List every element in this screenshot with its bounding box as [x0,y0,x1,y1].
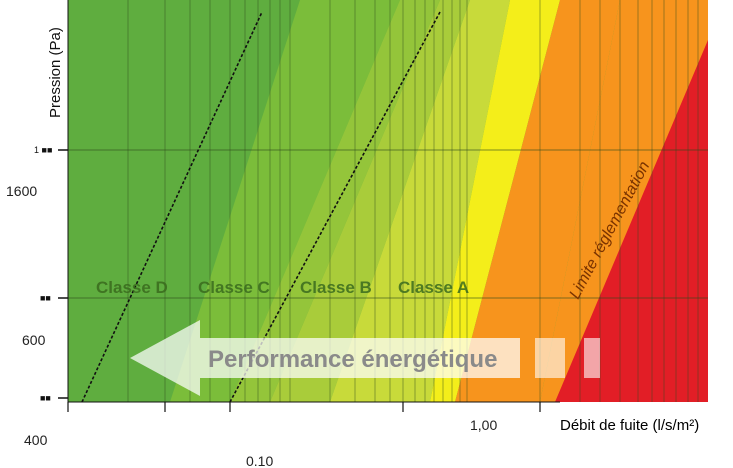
horizontal-gridlines [68,149,708,299]
class-label-b: Classe B [300,278,372,297]
class-label-c: Classe C [198,278,270,297]
class-boundary-b [229,11,441,403]
zone-classe-b-left [230,0,440,402]
x-tick-label-1: 1,00 [470,417,497,433]
y-axis: Pression (Pa) 1 ■■ ■■ ■■ 1600 600 400 [6,0,69,448]
y-tick-glyph-1: 1 ■■ [34,145,52,155]
arrow-label: Performance énergétique [208,346,497,373]
zone-orange [455,0,620,402]
class-boundary-d [81,11,263,403]
zone-red [555,40,708,402]
arrow-tail-block-2 [584,338,600,378]
vertical-gridlines [127,0,699,402]
y-tick-glyph-3: ■■ [40,393,51,403]
y-tick-label-400: 400 [24,432,48,448]
zone-classe-c [170,0,400,402]
x-axis-label: Débit de fuite (l/s/m²) [560,417,699,434]
performance-arrow: Performance énergétique [130,320,600,396]
plot-area: Classe D Classe C Classe B Classe A Limi… [68,0,708,403]
class-label-d: Classe D [96,278,168,297]
zone-yellow [430,0,560,402]
y-tick-glyph-2: ■■ [40,293,51,303]
class-label-a: Classe A [398,278,469,297]
y-axis-label: Pression (Pa) [47,27,64,118]
zone-classe-b [270,0,470,402]
arrow-tail-block-1 [535,338,565,378]
x-axis: 1,00 0.10 Débit de fuite (l/s/m²) [67,401,699,468]
x-tick-label-0-10: 0.10 [246,453,273,468]
y-tick-label-1600: 1600 [6,183,37,199]
y-tick-label-600: 600 [22,332,46,348]
